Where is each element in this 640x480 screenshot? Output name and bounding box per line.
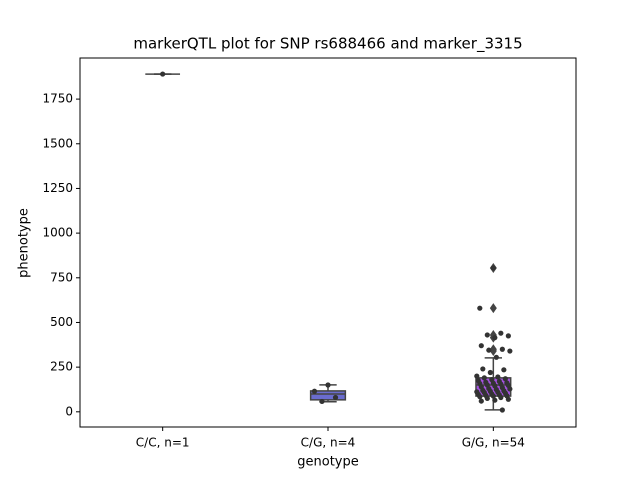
- strip-point: [477, 394, 483, 400]
- y-tick-label: 1250: [42, 181, 73, 195]
- strip-point: [492, 335, 498, 341]
- flier: [489, 346, 497, 357]
- strip-point: [507, 348, 513, 354]
- y-tick-label: 250: [50, 360, 73, 374]
- y-tick-label: 1500: [42, 136, 73, 150]
- strip-point: [499, 407, 505, 413]
- y-tick-label: 1000: [42, 226, 73, 240]
- strip-point: [332, 394, 339, 401]
- strip-point: [490, 265, 496, 271]
- strip-point: [507, 386, 513, 392]
- strip-point: [474, 373, 480, 379]
- strip-point: [478, 343, 484, 349]
- strip-point: [311, 388, 318, 394]
- plot-area: [145, 71, 513, 413]
- strip-point: [487, 369, 493, 376]
- chart-title: markerQTL plot for SNP rs688466 and mark…: [133, 35, 522, 54]
- x-axis-label: genotype: [297, 455, 358, 470]
- strip-point: [481, 375, 487, 381]
- strip-point: [325, 382, 331, 388]
- strip-point: [492, 397, 498, 403]
- strip-point: [499, 346, 505, 352]
- strip-point: [486, 347, 492, 353]
- y-tick-label: 500: [50, 315, 73, 329]
- y-tick-label: 1750: [42, 92, 73, 106]
- strip-point: [505, 396, 511, 402]
- flier: [489, 303, 497, 314]
- strip-point: [501, 367, 507, 373]
- strip-point: [495, 374, 501, 380]
- strip-point: [505, 333, 511, 339]
- strip-point: [160, 71, 166, 77]
- y-tick-label: 0: [65, 404, 73, 418]
- strip-point: [478, 398, 484, 404]
- strip-point: [493, 354, 499, 360]
- y-axis-label: phenotype: [17, 208, 32, 278]
- x-tick-label: C/C, n=1: [136, 436, 190, 450]
- strip-point: [502, 376, 508, 382]
- strip-point: [484, 332, 490, 338]
- x-tick-label: C/G, n=4: [301, 436, 356, 450]
- strip-point: [480, 366, 486, 372]
- strip-point: [498, 330, 504, 336]
- strip-point: [319, 398, 325, 405]
- strip-point: [490, 393, 496, 399]
- strip-point: [484, 395, 490, 402]
- strip-point: [477, 305, 483, 311]
- strip-point: [498, 394, 504, 401]
- x-tick-label: G/G, n=54: [462, 436, 525, 450]
- y-tick-label: 750: [50, 270, 73, 284]
- box: [309, 390, 347, 401]
